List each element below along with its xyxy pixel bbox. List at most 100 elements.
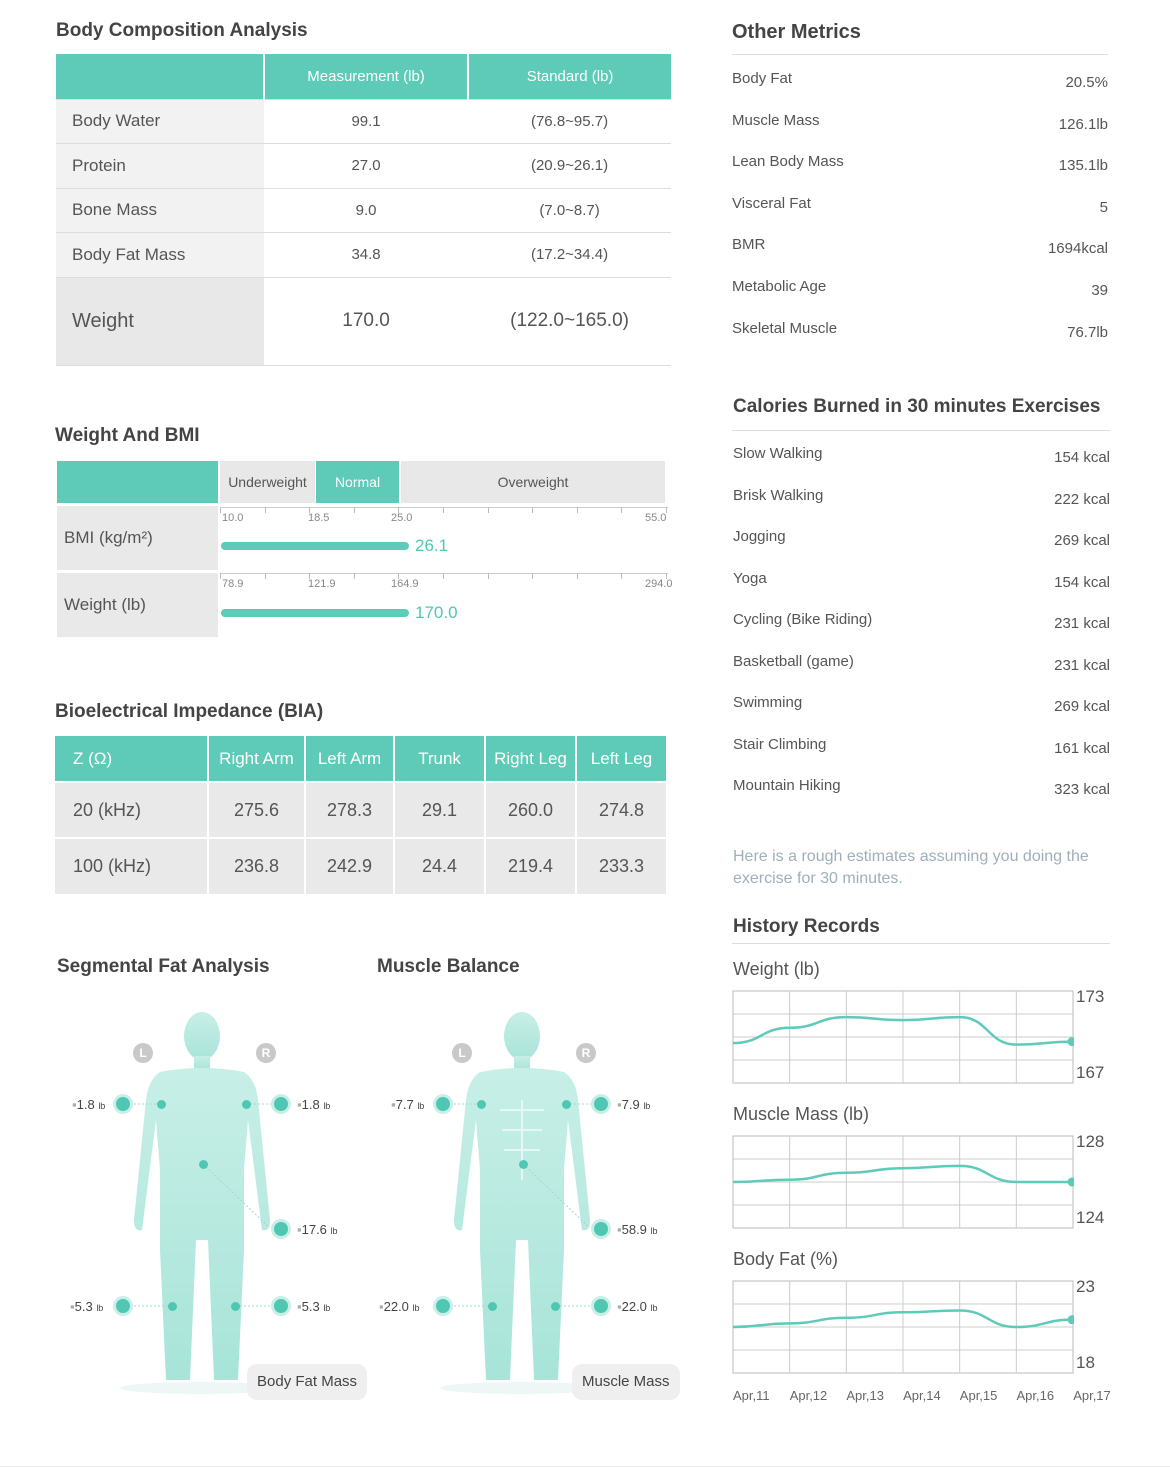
exercise-label: Jogging (733, 528, 786, 545)
muscle-right-arm: ▪7.9 lb (617, 1097, 651, 1112)
left-leg-point (168, 1302, 177, 1311)
x-tick-label: Apr,15 (959, 1388, 998, 1403)
exercise-value: 323 kcal (1054, 781, 1110, 798)
scale-tick (487, 507, 489, 513)
exercise-value: 154 kcal (1054, 449, 1110, 466)
left-marker: L (133, 1043, 153, 1063)
calorie-row: Swimming 269 kcal (733, 694, 1110, 715)
y-min-label: 18 (1076, 1353, 1095, 1372)
weight-value: 170.0 (415, 603, 458, 622)
muscle-mass-pill: Muscle Mass (572, 1364, 680, 1400)
weight-tick-label: 294.0 (645, 578, 673, 590)
category-overweight: Overweight (401, 461, 665, 503)
bia-header: Left Arm (304, 736, 394, 782)
metric-value: 20.5% (1065, 74, 1108, 91)
weight-label: Weight (lb) (57, 573, 218, 637)
y-max-label: 128 (1076, 1132, 1105, 1151)
other-metrics-title: Other Metrics (732, 21, 861, 43)
metric-value: 126.1lb (1058, 115, 1108, 133)
bia-cell: 219.4 (484, 837, 576, 894)
calories-note: Here is a rough estimates assuming you d… (733, 848, 1089, 887)
calorie-row: Brisk Walking 222 kcal (733, 487, 1110, 508)
history-title: History Records (733, 916, 880, 937)
metric-value: 1694kcal (1047, 240, 1108, 258)
metric-value: 5 (1099, 198, 1108, 216)
scale-tick (532, 507, 534, 513)
row-standard: (7.0~8.7) (468, 188, 671, 233)
bmi-tick-label: 18.5 (308, 512, 330, 524)
right-marker: R (576, 1043, 596, 1063)
muscle-trunk: ▪58.9 lb (617, 1222, 658, 1237)
body-composition-title: Body Composition Analysis (56, 20, 308, 41)
muscle-right-leg: ▪22.0 lb (617, 1299, 658, 1314)
right-arm-icon (271, 1094, 291, 1114)
metric-row: Muscle Mass 126.1lb (732, 112, 1108, 133)
weight-bar (221, 609, 409, 617)
trunk-point (199, 1160, 208, 1169)
weight-tick-label: 78.9 (222, 578, 244, 590)
header-empty (56, 54, 264, 100)
y-max-label: 23 (1076, 1277, 1095, 1296)
scale-tick (220, 573, 221, 579)
bmi-header-cell (57, 461, 218, 503)
bmi-label: BMI (kg/m²) (57, 506, 218, 570)
table-row: Protein 27.0 (20.9~26.1) (56, 143, 671, 189)
scale-tick (532, 573, 534, 579)
calorie-row: Yoga 154 kcal (733, 570, 1110, 591)
divider (732, 54, 1108, 55)
exercise-value: 222 kcal (1054, 490, 1110, 508)
body-composition-table: Measurement (lb) Standard (lb) Body Wate… (56, 54, 671, 366)
muscle-history-chart (732, 1135, 1074, 1229)
exercise-label: Basketball (game) (733, 652, 854, 670)
right-leg-icon (271, 1296, 291, 1316)
y-min-label: 167 (1076, 1063, 1105, 1082)
exercise-value: 269 kcal (1054, 698, 1110, 715)
weight-tick-label: 164.9 (391, 578, 419, 590)
exercise-value: 161 kcal (1054, 739, 1110, 757)
y-max-label: 173 (1076, 987, 1105, 1006)
row-standard: (122.0~165.0) (468, 277, 671, 366)
category-normal: Normal (316, 461, 399, 503)
bmi-bar (221, 542, 409, 550)
scale-tick (621, 507, 623, 513)
category-underweight: Underweight (220, 461, 315, 503)
bia-cell: 274.8 (575, 781, 666, 838)
left-arm-point (157, 1100, 166, 1109)
trunk-icon (271, 1219, 291, 1239)
body-fat-mass-pill: Body Fat Mass (247, 1364, 368, 1400)
chart-title: Weight (lb) (733, 959, 820, 979)
exercise-label: Swimming (733, 694, 803, 711)
scale-tick (398, 573, 400, 579)
x-tick-label: Apr,17 (1073, 1388, 1111, 1403)
table-row: 100 (kHz) 236.8 242.9 24.4 219.4 233.3 (55, 837, 666, 894)
y-min-label: 124 (1076, 1208, 1105, 1227)
bia-header: Right Arm (207, 736, 305, 782)
divider (732, 430, 1110, 431)
right-marker: R (256, 1043, 276, 1063)
bmi-scale-line (220, 507, 668, 508)
metric-value: 135.1lb (1058, 157, 1108, 175)
row-label: Body Water (56, 99, 264, 144)
calorie-row: Mountain Hiking 323 kcal (733, 777, 1110, 798)
left-marker: L (452, 1043, 472, 1063)
weight-scale-line (220, 573, 668, 574)
chart-title: Body Fat (%) (733, 1249, 839, 1269)
left-arm-icon (113, 1094, 133, 1114)
bia-cell: 24.4 (393, 837, 485, 894)
calorie-row: Basketball (game) 231 kcal (733, 652, 1110, 674)
last-point (1067, 1177, 1074, 1187)
weight-tick-label: 121.9 (308, 578, 336, 590)
calories-title: Calories Burned in 30 minutes Exercises (733, 396, 1101, 417)
bia-cell: 29.1 (393, 781, 485, 838)
metric-row: BMR 1694kcal (732, 236, 1108, 257)
x-tick-label: Apr,13 (846, 1388, 884, 1403)
calorie-row: Cycling (Bike Riding) 231 kcal (733, 611, 1110, 632)
scale-tick (443, 507, 444, 513)
series-line (732, 1164, 1073, 1184)
x-tick-label: Apr,11 (733, 1388, 770, 1403)
row-measurement: 34.8 (264, 232, 469, 278)
last-point (1067, 1037, 1074, 1047)
scale-tick (220, 507, 221, 513)
bia-cell: 278.3 (304, 781, 394, 838)
body-figures (120, 1012, 600, 1394)
